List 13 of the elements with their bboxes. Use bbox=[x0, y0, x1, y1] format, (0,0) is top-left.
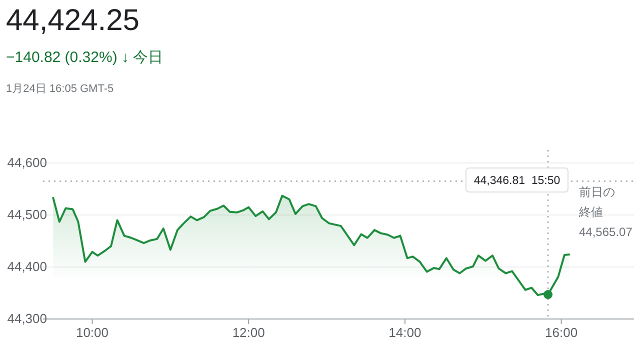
x-tick-label: 12:00 bbox=[232, 325, 265, 340]
y-tick-label: 44,400 bbox=[7, 259, 47, 274]
x-tick-label: 14:00 bbox=[388, 325, 422, 340]
y-tick-label: 44,300 bbox=[7, 311, 47, 326]
annotation: 44,346.81 15:50 bbox=[474, 175, 560, 187]
text: 1月24日 16:05 GMT-5 bbox=[6, 83, 114, 95]
chart-subtitle: −140.82 (0.32%) ↓ 今日 bbox=[6, 49, 164, 66]
x-tick-label: 10:00 bbox=[76, 325, 109, 340]
y-tick-label: 44,600 bbox=[7, 155, 47, 170]
y-tick-label: 44,500 bbox=[7, 207, 47, 222]
chart-title: 44,424.25 bbox=[6, 4, 140, 37]
ref-line-label: 前日の終値 44,565.07 bbox=[578, 185, 633, 240]
x-tick-label: 16:00 bbox=[545, 325, 578, 340]
